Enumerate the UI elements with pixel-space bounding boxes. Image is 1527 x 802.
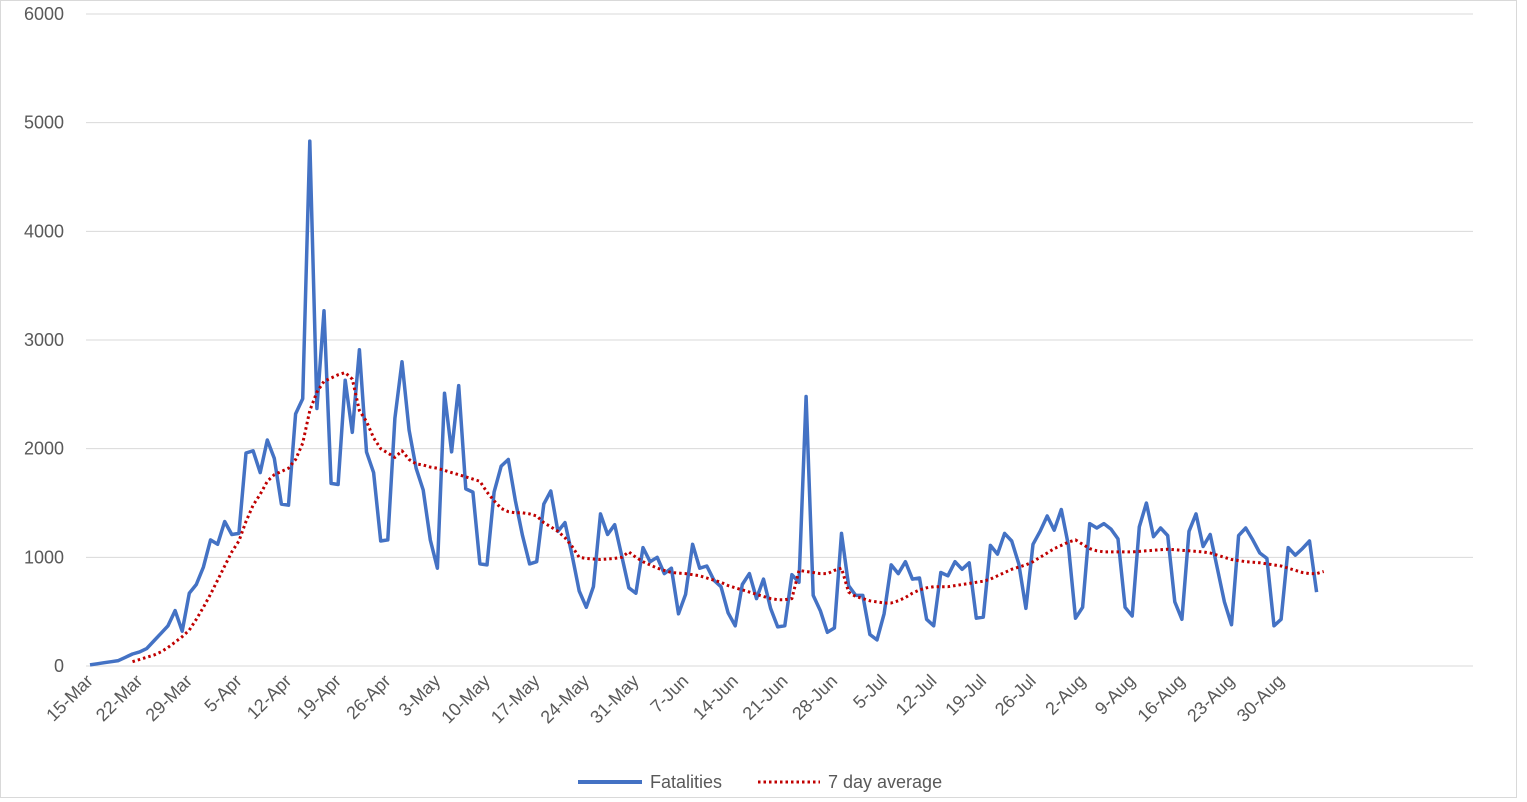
legend-label-fatalities: Fatalities: [650, 772, 722, 792]
x-tick-label: 22-Mar: [92, 671, 146, 725]
series-group: [89, 139, 1325, 667]
y-axis-ticks: 0 1000 2000 3000 4000 5000 6000: [24, 4, 64, 676]
x-tick-label: 5-Jul: [849, 671, 891, 713]
y-tick-label: 3000: [24, 330, 64, 350]
x-tick-label: 23-Aug: [1183, 671, 1238, 726]
x-tick-label: 17-May: [487, 671, 544, 728]
y-tick-label: 1000: [24, 547, 64, 567]
legend: Fatalities 7 day average: [578, 772, 942, 792]
y-tick-label: 2000: [24, 439, 64, 459]
x-tick-label: 14-Jun: [689, 671, 742, 724]
series-line-fatalities: [89, 139, 1319, 667]
gridlines: [86, 13, 1473, 667]
x-tick-label: 31-May: [586, 671, 643, 728]
series-line-7-day-average: [132, 371, 1325, 664]
x-tick-label: 7-Jun: [646, 671, 692, 717]
x-tick-label: 29-Mar: [142, 671, 196, 725]
x-tick-label: 19-Apr: [293, 671, 345, 723]
y-tick-label: 0: [54, 656, 64, 676]
x-tick-label: 26-Apr: [342, 671, 394, 723]
x-tick-label: 5-Apr: [200, 671, 245, 716]
x-tick-label: 16-Aug: [1134, 671, 1189, 726]
legend-label-7-day-average: 7 day average: [828, 772, 942, 792]
x-tick-label: 10-May: [437, 671, 494, 728]
x-tick-label: 19-Jul: [941, 671, 990, 720]
x-tick-label: 12-Apr: [243, 671, 295, 723]
y-tick-label: 6000: [24, 4, 64, 24]
y-tick-label: 4000: [24, 221, 64, 241]
x-tick-label: 2-Aug: [1041, 671, 1089, 719]
x-tick-label: 15-Mar: [42, 671, 96, 725]
x-tick-label: 24-May: [537, 671, 594, 728]
x-tick-label: 28-Jun: [788, 671, 841, 724]
x-tick-label: 30-Aug: [1233, 671, 1288, 726]
x-tick-label: 26-Jul: [991, 671, 1040, 720]
x-tick-label: 9-Aug: [1091, 671, 1139, 719]
x-tick-label: 21-Jun: [739, 671, 792, 724]
x-tick-label: 12-Jul: [892, 671, 941, 720]
y-tick-label: 5000: [24, 113, 64, 133]
